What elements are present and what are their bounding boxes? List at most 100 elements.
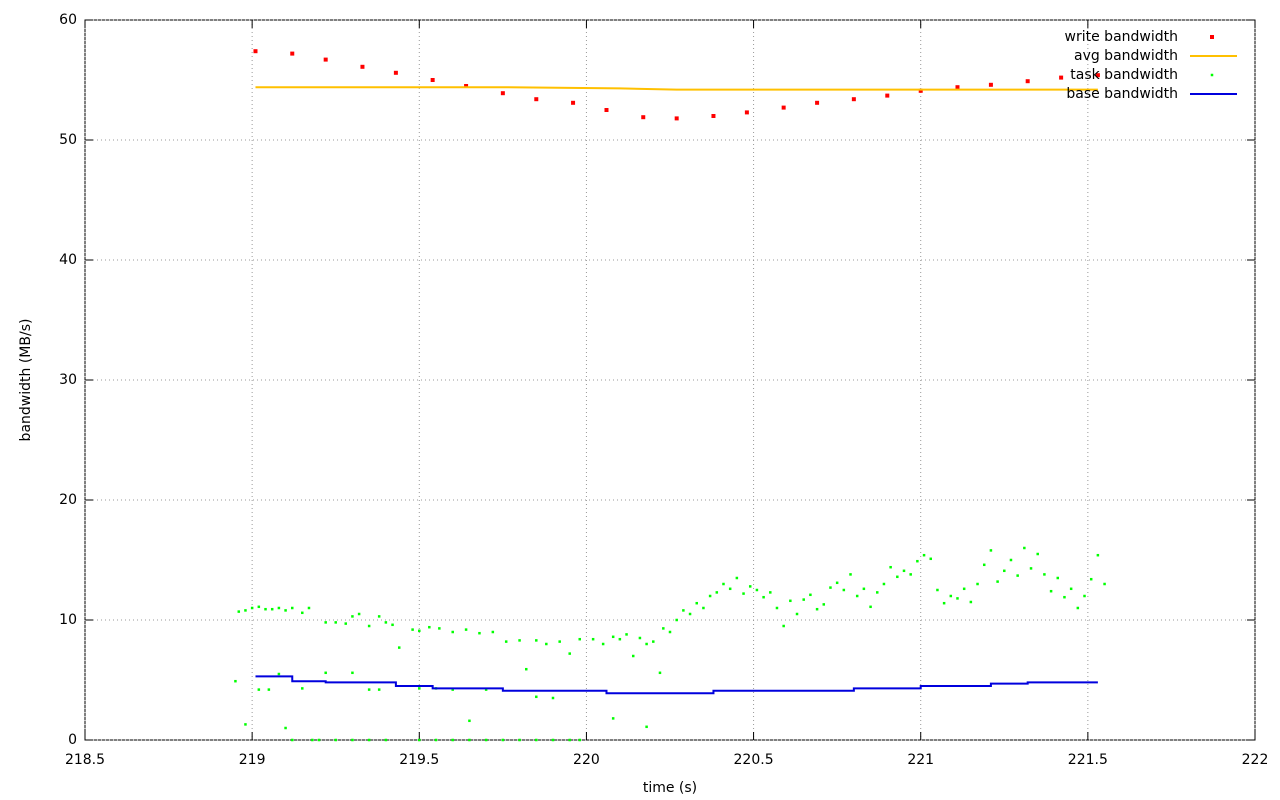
data-point — [601, 642, 605, 646]
data-point — [1056, 576, 1060, 580]
data-point — [360, 64, 365, 69]
data-point — [535, 738, 538, 742]
data-point — [611, 717, 615, 720]
data-point — [535, 695, 538, 699]
data-point — [250, 606, 254, 610]
data-point — [334, 738, 337, 742]
data-point — [842, 588, 846, 592]
data-point — [591, 637, 595, 641]
data-point — [1009, 558, 1013, 562]
data-point — [1049, 589, 1053, 593]
data-point — [391, 623, 394, 627]
data-point — [876, 591, 879, 594]
data-point — [257, 688, 261, 691]
data-point — [625, 633, 628, 636]
data-point — [1036, 552, 1039, 556]
y-tick-label: 0 — [68, 732, 77, 748]
data-point — [270, 607, 274, 611]
data-point — [367, 624, 371, 628]
data-point — [418, 629, 421, 633]
data-point — [578, 738, 581, 742]
data-point — [781, 105, 786, 110]
x-tick-label: 219 — [239, 752, 266, 768]
data-point — [922, 553, 926, 557]
data-point — [500, 91, 505, 96]
data-point — [317, 738, 321, 742]
data-point — [989, 549, 993, 552]
data-point — [755, 588, 759, 592]
data-point — [1069, 587, 1073, 591]
data-point — [1103, 582, 1106, 586]
data-point — [334, 621, 337, 624]
data-point — [695, 601, 698, 605]
data-point — [942, 601, 946, 605]
data-point — [571, 100, 576, 105]
data-point — [468, 738, 471, 742]
data-point — [955, 85, 960, 90]
data-point — [484, 738, 488, 742]
data-line — [255, 86, 1098, 91]
data-point — [551, 738, 555, 742]
data-point — [896, 575, 899, 579]
data-point — [742, 592, 745, 595]
data-point — [411, 628, 414, 631]
data-point — [618, 637, 622, 641]
data-point — [715, 591, 719, 594]
legend-label: task bandwidth — [1070, 67, 1178, 83]
data-point — [397, 646, 401, 649]
data-point — [357, 612, 361, 616]
data-point — [284, 726, 287, 730]
data-point — [1089, 577, 1093, 581]
data-point — [290, 51, 295, 56]
data-point — [769, 591, 772, 594]
data-point — [277, 606, 281, 610]
data-point — [744, 110, 749, 115]
data-point — [377, 688, 381, 691]
data-point — [1029, 567, 1033, 570]
data-point — [525, 667, 528, 671]
data-point — [604, 108, 609, 112]
data-point — [534, 97, 539, 102]
data-line — [255, 675, 1098, 695]
data-point — [384, 738, 388, 742]
legend-label: avg bandwidth — [1074, 48, 1178, 64]
y-axis-label: bandwidth (MB/s) — [18, 319, 34, 442]
legend-label: base bandwidth — [1066, 86, 1178, 102]
y-tick-label: 60 — [59, 12, 77, 28]
data-point — [491, 630, 495, 634]
data-point — [501, 738, 505, 742]
data-point — [641, 115, 646, 120]
x-tick-label: 220.5 — [734, 752, 774, 768]
data-point — [301, 611, 304, 615]
data-point — [428, 625, 431, 629]
data-point — [976, 582, 979, 586]
data-point — [324, 621, 327, 624]
data-point — [936, 588, 939, 592]
data-point — [885, 93, 890, 98]
data-point — [568, 652, 571, 655]
data-point — [464, 84, 469, 88]
legend-swatch — [1210, 73, 1214, 77]
data-point — [988, 82, 993, 87]
data-point — [815, 100, 820, 105]
data-point — [775, 606, 779, 610]
data-point — [902, 569, 906, 573]
data-point — [851, 97, 856, 102]
data-point — [638, 636, 642, 640]
x-tick-label: 221.5 — [1068, 752, 1108, 768]
data-point — [451, 738, 454, 742]
data-point — [568, 738, 571, 742]
data-point — [909, 573, 912, 576]
data-point — [1096, 553, 1100, 557]
data-point — [962, 587, 966, 591]
data-point — [708, 594, 712, 598]
data-point — [645, 725, 648, 729]
data-point — [291, 606, 294, 610]
x-tick-label: 220 — [573, 752, 600, 768]
data-point — [918, 88, 923, 93]
data-point — [578, 637, 581, 641]
data-point — [418, 738, 421, 742]
data-point — [323, 57, 328, 62]
data-point — [545, 642, 548, 646]
data-point — [949, 594, 953, 598]
